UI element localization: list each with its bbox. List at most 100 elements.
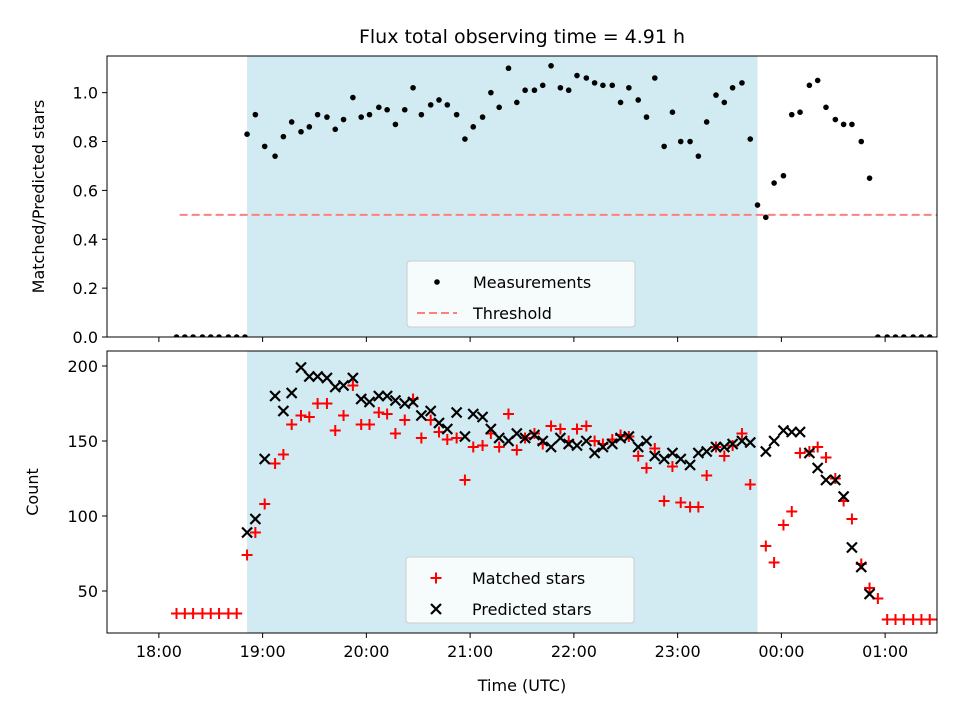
measurements-point: [635, 97, 641, 103]
predicted-stars-point: [285, 387, 298, 399]
legend-label: Measurements: [473, 273, 591, 292]
measurements-point: [314, 111, 321, 118]
y-tick-label: 0.4: [73, 230, 98, 249]
predicted-stars-point: [846, 541, 858, 554]
matched-stars-point: [373, 407, 385, 418]
predicted-stars-point: [768, 435, 780, 447]
matched-stars-point: [259, 498, 271, 510]
predicted-stars-point: [536, 435, 549, 447]
legend-entry-matched-stars: Matched stars: [430, 569, 585, 588]
measurements-point: [806, 82, 813, 89]
matched-stars-point: [812, 441, 824, 453]
predicted-stars-point: [658, 453, 670, 465]
measurements-point: [539, 82, 546, 89]
measurements-point: [703, 119, 710, 125]
matched-stars-point: [213, 608, 225, 619]
predicted-stars-point: [700, 445, 713, 458]
measurements-point: [892, 334, 899, 337]
measurements-point: [496, 104, 502, 111]
predicted-stars-point: [528, 429, 541, 441]
measurements-point: [600, 82, 606, 89]
predicted-stars-point: [450, 406, 463, 419]
predicted-stars-point: [760, 445, 772, 458]
predicted-stars-point: [277, 405, 290, 417]
predicted-stars-point: [649, 450, 661, 462]
y-tick-label: 0.8: [73, 133, 98, 152]
x-tick-label: 21:00: [447, 642, 493, 661]
predicted-stars-point: [554, 432, 567, 444]
predicted-stars-point: [485, 423, 497, 435]
matched-stars-point: [303, 411, 315, 423]
predicted-stars-point: [588, 447, 601, 459]
matched-stars-point: [864, 582, 876, 594]
predicted-stars-point: [433, 417, 445, 429]
matched-stars-point: [312, 398, 324, 409]
matched-stars-point: [338, 410, 350, 421]
measurements-point: [771, 180, 777, 186]
measurements-point: [858, 138, 865, 145]
measurements-point: [479, 114, 486, 120]
matched-stars-point: [389, 428, 401, 439]
predicted-stars-point: [571, 439, 583, 452]
measurements-point: [418, 111, 425, 118]
x-tick-label: 23:00: [655, 642, 701, 661]
matched-stars-point: [321, 398, 333, 409]
predicted-stars-point: [837, 490, 850, 503]
measurements-point: [225, 334, 232, 337]
predicted-stars-point: [666, 447, 679, 459]
measurements-point: [182, 334, 188, 337]
y-tick-label: 0.0: [73, 328, 98, 347]
predicted-stars-point: [269, 390, 281, 402]
predicted-stars-point: [785, 426, 798, 438]
measurements-point: [233, 334, 240, 337]
measurements-point: [626, 84, 632, 91]
predicted-stars-point: [415, 409, 428, 422]
y-tick-label: 0.2: [73, 279, 98, 298]
matched-stars-point: [632, 450, 644, 462]
y-tick-label: 100: [67, 507, 98, 526]
predicted-stars-point: [744, 436, 757, 449]
measurements-point: [522, 87, 528, 94]
matched-stars-point: [363, 419, 375, 430]
x-tick-label: 01:00: [862, 642, 908, 661]
measurements-point: [875, 334, 881, 337]
y-tick-label: 50: [78, 582, 98, 601]
legend-label: Threshold: [472, 304, 552, 323]
predicted-stars-point: [363, 396, 376, 408]
matched-stars-point: [777, 519, 789, 531]
matched-stars-point: [794, 447, 806, 459]
measurements-point: [609, 82, 616, 89]
predicted-stars-point: [303, 370, 316, 383]
measurements-point: [788, 111, 795, 118]
matched-stars-point: [329, 425, 341, 436]
measurements-point: [244, 131, 250, 137]
measurements-point: [866, 175, 873, 181]
axes-frame: [106, 55, 938, 338]
chart-title: Flux total observing time = 4.91 h: [359, 26, 685, 48]
predicted-stars-point: [381, 390, 393, 402]
matched-stars-point: [295, 410, 307, 421]
measurements-point: [739, 80, 745, 86]
measurements-point: [849, 121, 855, 128]
matched-stars-point: [425, 414, 437, 426]
predicted-stars-point: [389, 394, 402, 407]
matched-stars-point: [441, 434, 453, 445]
measurements-point: [350, 94, 356, 101]
predicted-stars-point: [820, 474, 832, 486]
predicted-stars-point: [863, 588, 876, 600]
measurements-point: [280, 133, 287, 140]
predicted-stars-point: [640, 435, 653, 447]
y-tick-label: 1.0: [73, 84, 98, 103]
measurements-point: [926, 334, 933, 337]
measurements-point: [190, 334, 196, 337]
measurements-point: [462, 136, 468, 142]
predicted-stars-point: [511, 427, 523, 440]
predicted-stars-point: [355, 393, 367, 405]
predicted-stars-point: [249, 513, 262, 525]
measurements-point: [306, 124, 313, 130]
matched-stars-point: [589, 435, 601, 447]
matched-stars-point: [249, 527, 261, 538]
predicted-stars-point: [855, 561, 868, 573]
matched-stars-point: [933, 618, 937, 621]
